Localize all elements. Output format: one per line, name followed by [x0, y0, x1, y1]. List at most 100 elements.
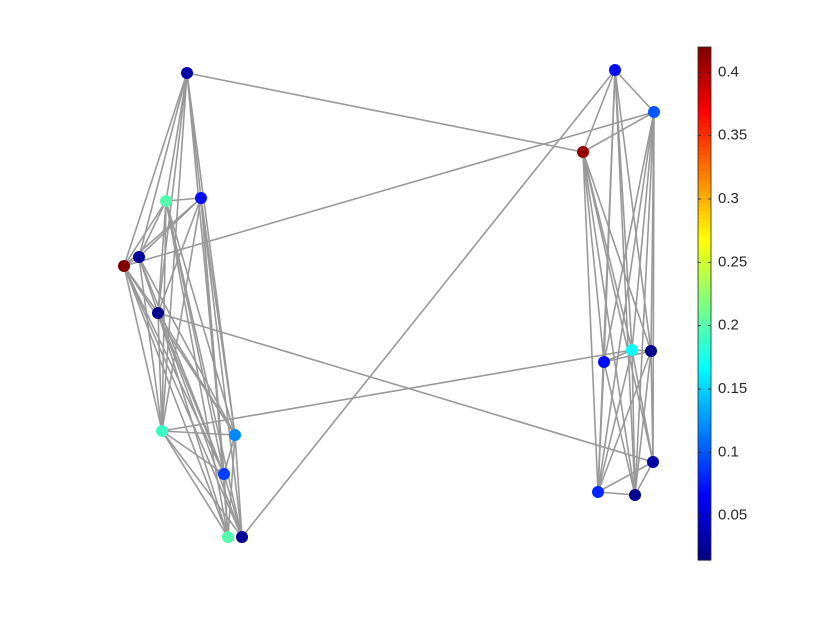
node	[648, 106, 660, 118]
edge	[138, 256, 236, 436]
node	[195, 192, 207, 204]
colorbar-segment	[698, 63, 711, 68]
edges	[123, 69, 655, 538]
colorbar-segment	[698, 235, 711, 240]
edge	[603, 361, 636, 496]
node	[629, 489, 641, 501]
node	[118, 260, 130, 272]
colorbar-segment	[698, 103, 711, 108]
edge	[123, 265, 163, 432]
colorbar-segment	[698, 391, 711, 397]
edge	[614, 69, 636, 496]
colorbar-segment	[698, 183, 711, 188]
colorbar-segment	[698, 347, 711, 353]
colorbar-frame	[697, 46, 712, 561]
colorbar-segment	[698, 119, 711, 124]
edge	[138, 200, 167, 258]
colorbar-segment	[698, 439, 711, 445]
edge	[597, 349, 633, 493]
edge	[603, 111, 655, 363]
colorbar-segment	[698, 327, 711, 333]
edge	[597, 350, 652, 493]
edge	[157, 72, 188, 314]
colorbar-segment	[698, 67, 711, 72]
edge	[597, 361, 605, 493]
colorbar-segment	[698, 379, 711, 385]
node	[156, 425, 168, 437]
colorbar-segment	[698, 239, 711, 244]
colorbar-segment	[698, 435, 711, 441]
edge	[631, 349, 654, 463]
node	[645, 345, 657, 357]
edge	[123, 265, 243, 538]
colorbar-segment	[698, 331, 711, 337]
colorbar-segment	[698, 179, 711, 184]
colorbar-segment	[698, 139, 711, 144]
edge	[200, 197, 229, 538]
edge	[582, 111, 655, 153]
edge	[634, 461, 654, 496]
node	[647, 456, 659, 468]
colorbar-segment	[698, 371, 711, 377]
colorbar-segment	[698, 431, 711, 437]
node	[592, 486, 604, 498]
colorbar-segment	[698, 515, 711, 521]
colorbar-segment	[698, 75, 711, 80]
colorbar-tick-label: 0.4	[718, 63, 739, 80]
edge	[223, 473, 243, 538]
colorbar-segment	[698, 315, 711, 321]
colorbar-segment	[698, 475, 711, 481]
colorbar-segment	[698, 135, 711, 140]
colorbar-segment	[698, 447, 711, 453]
colorbar-segment	[698, 123, 711, 128]
colorbar-segment	[698, 167, 711, 172]
colorbar-segment	[698, 147, 711, 152]
colorbar-segment	[698, 539, 711, 545]
colorbar-segment	[698, 171, 711, 176]
colorbar-segment	[698, 55, 711, 60]
edge	[582, 151, 636, 496]
colorbar-segment	[698, 531, 711, 537]
colorbar-segment	[698, 543, 711, 549]
edge	[123, 111, 655, 267]
colorbar-segment	[698, 231, 711, 236]
edge	[157, 312, 163, 432]
colorbar-segment	[698, 307, 711, 313]
colorbar-segment	[698, 395, 711, 401]
colorbar-segment	[698, 163, 711, 168]
colorbar-segment	[698, 71, 711, 76]
colorbar-segment	[698, 59, 711, 64]
edge	[614, 69, 655, 113]
colorbar-segment	[698, 83, 711, 88]
edge	[582, 69, 616, 153]
colorbar-segment	[698, 51, 711, 56]
colorbar-segment	[698, 95, 711, 100]
colorbar-segment	[698, 367, 711, 373]
edge	[631, 349, 636, 496]
edge	[123, 200, 167, 267]
edge	[165, 72, 188, 202]
colorbar-segment	[698, 275, 711, 281]
colorbar-segment	[698, 407, 711, 413]
colorbar-segment	[698, 303, 711, 309]
colorbar-segment	[698, 207, 711, 212]
edge	[165, 200, 236, 436]
node	[577, 146, 589, 158]
edge	[161, 197, 202, 432]
colorbar-segment	[698, 479, 711, 485]
colorbar-tick-label: 0.25	[718, 253, 747, 270]
colorbar-segment	[698, 551, 711, 557]
edge	[161, 430, 225, 475]
colorbar-segment	[698, 247, 711, 252]
colorbar-segment	[698, 87, 711, 92]
node	[218, 468, 230, 480]
edge	[582, 151, 599, 493]
colorbar-tick-label: 0.3	[718, 190, 739, 207]
colorbar-segment	[698, 343, 711, 349]
colorbar-segment	[698, 299, 711, 305]
colorbar-segment	[698, 223, 711, 228]
colorbar-segment	[698, 107, 711, 112]
colorbar-segment	[698, 535, 711, 541]
edge	[597, 461, 654, 493]
